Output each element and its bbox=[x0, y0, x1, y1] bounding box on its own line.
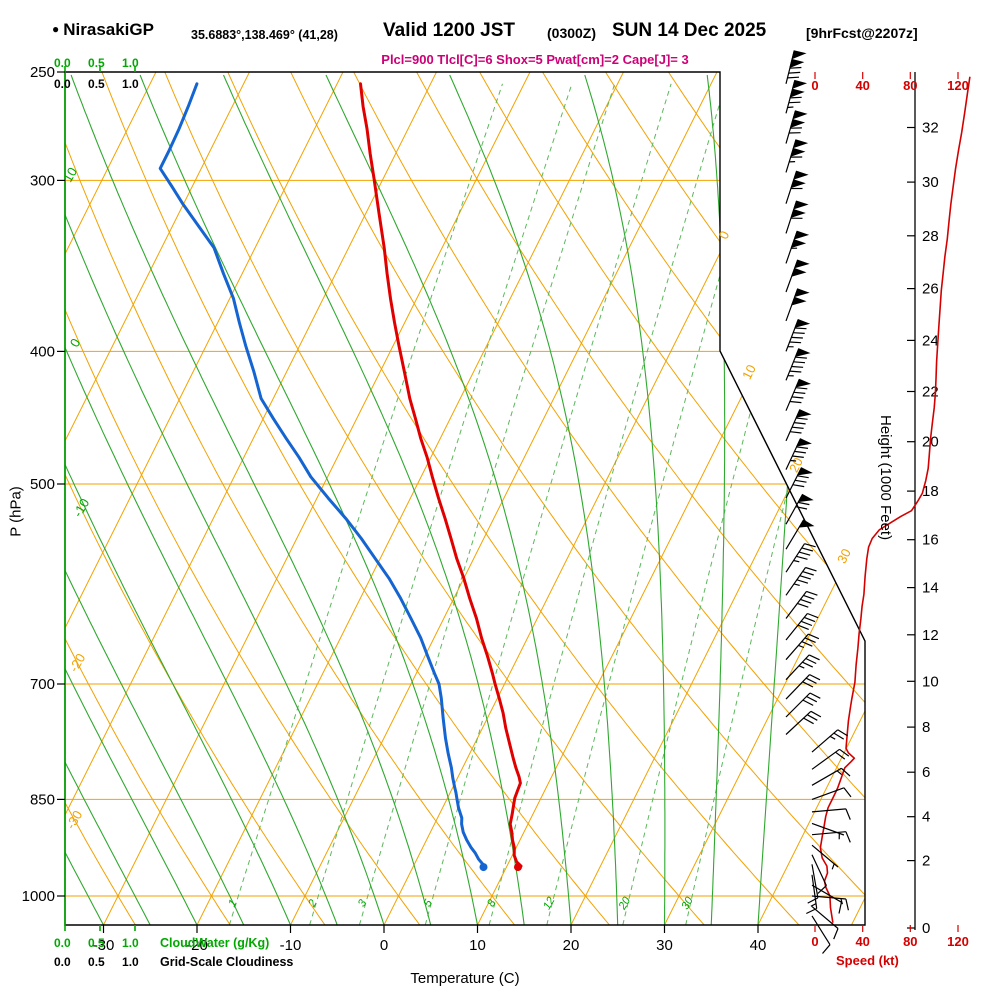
valid-time: Valid 1200 JST bbox=[383, 20, 516, 41]
svg-text:10: 10 bbox=[469, 937, 486, 954]
svg-text:20: 20 bbox=[616, 894, 633, 912]
svg-text:30: 30 bbox=[679, 894, 696, 911]
svg-text:80: 80 bbox=[903, 934, 917, 949]
svg-text:20: 20 bbox=[563, 937, 580, 954]
svg-text:40: 40 bbox=[855, 934, 869, 949]
svg-text:4: 4 bbox=[922, 809, 930, 826]
station-marker-icon: ● bbox=[52, 22, 60, 36]
cloudwater-axis bbox=[64, 66, 136, 931]
svg-text:700: 700 bbox=[30, 676, 55, 693]
pressure-axis: 250 300 400 500 700 850 1000 bbox=[22, 64, 65, 905]
sounding-parameters: Plcl=900 Tlcl[C]=6 Shox=5 Pwat[cm]=2 Cap… bbox=[381, 52, 689, 67]
cloudiness-scale-top: 0.0 0.5 1.0 bbox=[54, 77, 139, 91]
svg-text:28: 28 bbox=[922, 228, 939, 245]
cloudiness-scale-bottom: 0.0 0.5 1.0 bbox=[54, 955, 139, 969]
speed-curve bbox=[819, 76, 971, 923]
svg-text:3: 3 bbox=[356, 897, 370, 909]
svg-text:850: 850 bbox=[30, 791, 55, 808]
surface-dewpoint-dot bbox=[479, 863, 488, 872]
dry-adiabats bbox=[65, 72, 865, 925]
height-axis-title: Height (1000 Feet) bbox=[877, 415, 894, 541]
surface-temperature-dot bbox=[514, 863, 522, 872]
mixing-ratio-labels: 1 2 3 5 8 12 20 30 bbox=[226, 894, 696, 912]
svg-text:500: 500 bbox=[30, 476, 55, 493]
svg-text:40: 40 bbox=[855, 78, 869, 93]
svg-text:30: 30 bbox=[834, 546, 854, 566]
svg-text:-10: -10 bbox=[280, 937, 302, 954]
svg-text:120: 120 bbox=[947, 934, 969, 949]
svg-text:2: 2 bbox=[922, 853, 930, 870]
svg-text:30: 30 bbox=[656, 937, 673, 954]
svg-text:10: 10 bbox=[739, 362, 759, 382]
svg-text:8: 8 bbox=[922, 719, 930, 736]
forecast-lead-info: [9hrFcst@2207z] bbox=[806, 25, 918, 41]
pressure-axis-title: P (hPa) bbox=[7, 486, 25, 537]
background-grid bbox=[65, 72, 865, 925]
svg-text:18: 18 bbox=[922, 483, 939, 500]
speed-axis-title: Speed (kt) bbox=[836, 953, 899, 968]
svg-text:250: 250 bbox=[30, 64, 55, 81]
svg-text:-20: -20 bbox=[66, 651, 88, 675]
cloudiness-legend: Grid-Scale Cloudiness bbox=[160, 955, 294, 969]
cloudwater-scale-top: 0.0 0.5 1.0 bbox=[54, 56, 139, 70]
svg-text:0: 0 bbox=[380, 937, 388, 954]
svg-text:24: 24 bbox=[922, 332, 939, 349]
svg-text:0: 0 bbox=[67, 336, 84, 350]
svg-text:-20: -20 bbox=[186, 937, 208, 954]
svg-text:30: 30 bbox=[922, 174, 939, 191]
svg-text:14: 14 bbox=[922, 580, 939, 597]
header-station: ● NirasakiGP bbox=[52, 20, 154, 40]
svg-text:300: 300 bbox=[30, 172, 55, 189]
svg-text:1000: 1000 bbox=[22, 888, 55, 905]
temperature-axis: -30 -20 -10 0 10 20 30 40 bbox=[93, 925, 767, 954]
svg-text:1: 1 bbox=[226, 898, 239, 909]
temperature-axis-title: Temperature (C) bbox=[410, 970, 520, 987]
valid-utc-time: (0300Z) bbox=[547, 25, 597, 41]
svg-text:120: 120 bbox=[947, 78, 969, 93]
svg-text:80: 80 bbox=[903, 78, 917, 93]
svg-text:5: 5 bbox=[421, 897, 435, 909]
svg-text:8: 8 bbox=[485, 897, 499, 909]
svg-text:12: 12 bbox=[922, 627, 939, 644]
svg-text:16: 16 bbox=[922, 532, 939, 549]
svg-text:400: 400 bbox=[30, 343, 55, 360]
isotherms bbox=[65, 72, 865, 925]
valid-date: SUN 14 Dec 2025 bbox=[612, 20, 767, 41]
svg-text:10: 10 bbox=[922, 673, 939, 690]
svg-text:32: 32 bbox=[922, 120, 939, 137]
station-name: NirasakiGP bbox=[63, 20, 154, 39]
svg-text:12: 12 bbox=[541, 895, 558, 912]
cloudwater-scale-bottom: 0.0 0.5 1.0 bbox=[54, 936, 139, 950]
svg-text:6: 6 bbox=[922, 764, 930, 781]
svg-text:0: 0 bbox=[811, 78, 818, 93]
mixing-ratio-lines bbox=[228, 83, 865, 925]
temperature-curve bbox=[359, 82, 523, 868]
svg-text:10: 10 bbox=[60, 165, 80, 185]
wind-barbs bbox=[785, 50, 852, 954]
dewpoint-curve bbox=[158, 82, 486, 868]
svg-text:40: 40 bbox=[750, 937, 767, 954]
pressure-gridlines bbox=[65, 179, 865, 897]
svg-text:26: 26 bbox=[922, 281, 939, 298]
svg-text:0: 0 bbox=[922, 920, 930, 937]
moist-adiabats bbox=[65, 74, 807, 925]
station-coordinates: 35.6883°,138.469° (41,28) bbox=[191, 28, 338, 42]
cloudwater-legend: CloudWater (g/Kg) bbox=[160, 936, 270, 950]
svg-text:0: 0 bbox=[811, 934, 818, 949]
svg-text:-30: -30 bbox=[93, 937, 115, 954]
